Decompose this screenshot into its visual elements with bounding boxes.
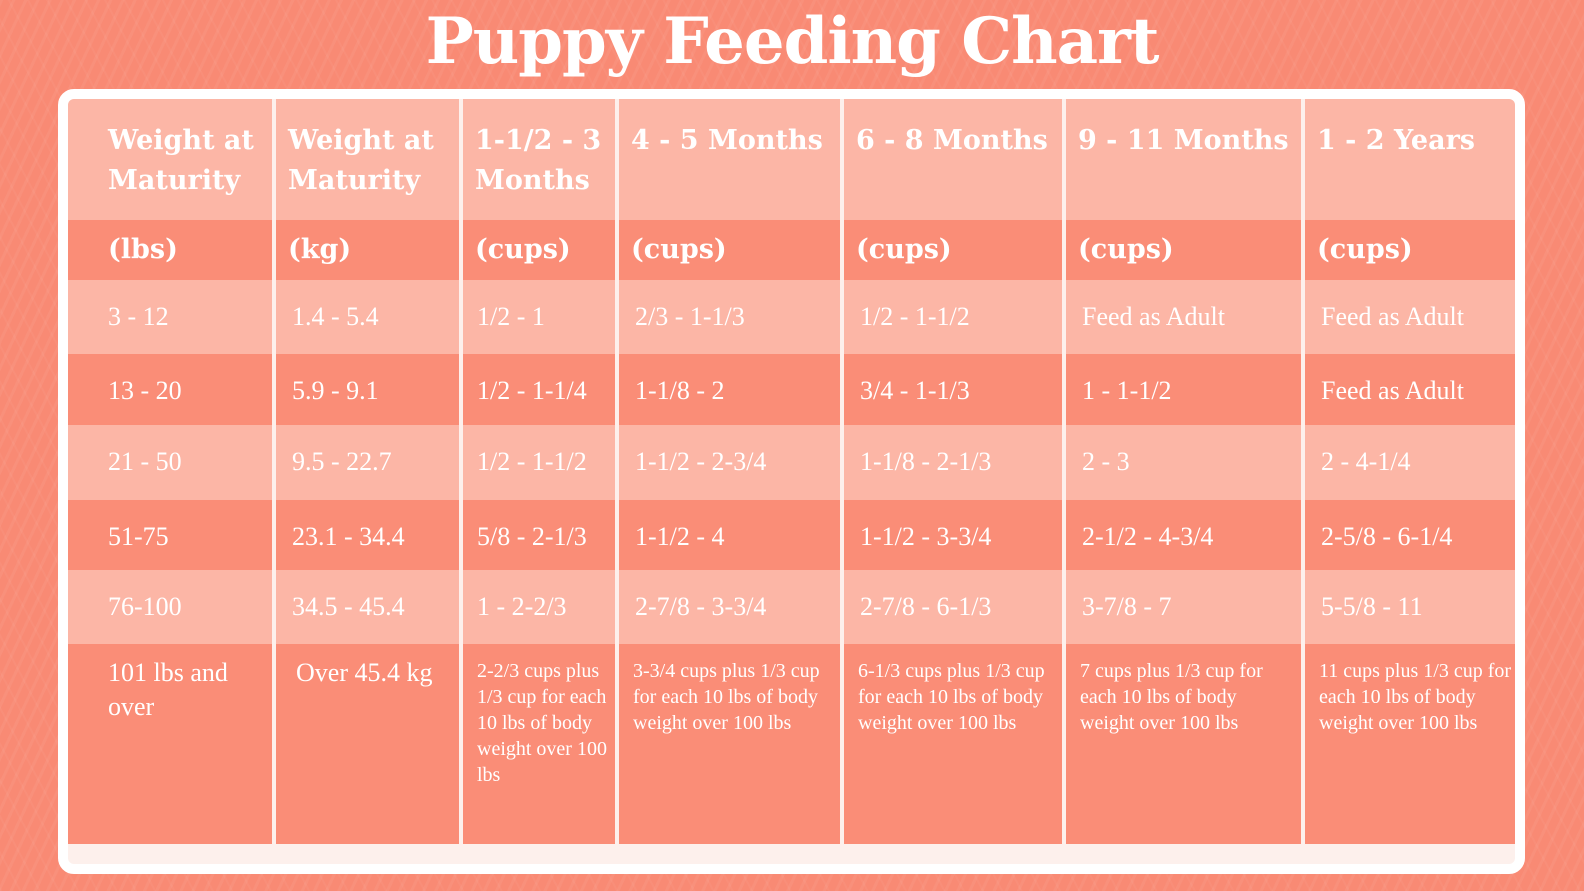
table-cell-r5-c3: 3-3/4 cups plus 1/3 cup for each 10 lbs … xyxy=(619,644,840,844)
table-cell-r0-c2: 1/2 - 1 xyxy=(463,280,615,354)
table-cell-r4-c2: 1 - 2-2/3 xyxy=(463,570,615,644)
table-cell-r4-c0: 76-100 xyxy=(68,570,272,644)
table-cell-r1-c4: 3/4 - 1-1/3 xyxy=(844,354,1062,425)
table-cell-r1-c0: 13 - 20 xyxy=(68,354,272,425)
table-cell-r0-c3: 2/3 - 1-1/3 xyxy=(619,280,840,354)
table-cell-r4-c4: 2-7/8 - 6-1/3 xyxy=(844,570,1062,644)
header-cell-4: 6 - 8 Months xyxy=(844,99,1062,220)
table-cell-r5-c5: 7 cups plus 1/3 cup for each 10 lbs of b… xyxy=(1066,644,1301,844)
table-cell-r4-c5: 3-7/8 - 7 xyxy=(1066,570,1301,644)
header-cell-2: 1-1/2 - 3 Months xyxy=(463,99,615,220)
unit-cell-6: (cups) xyxy=(1305,220,1515,280)
table-cell-r4-c3: 2-7/8 - 3-3/4 xyxy=(619,570,840,644)
unit-cell-1: (kg) xyxy=(276,220,459,280)
table-cell-r4-c6: 5-5/8 - 11 xyxy=(1305,570,1515,644)
table-cell-r2-c4: 1-1/8 - 2-1/3 xyxy=(844,425,1062,500)
table-cell-r3-c3: 1-1/2 - 4 xyxy=(619,500,840,570)
table-cell-r3-c0: 51-75 xyxy=(68,500,272,570)
unit-cell-3: (cups) xyxy=(619,220,840,280)
unit-cell-2: (cups) xyxy=(463,220,615,280)
table-cell-r5-c0: 101 lbs and over xyxy=(68,644,272,844)
table-cell-r2-c3: 1-1/2 - 2-3/4 xyxy=(619,425,840,500)
table-cell-r1-c2: 1/2 - 1-1/4 xyxy=(463,354,615,425)
table-cell-r5-c4: 6-1/3 cups plus 1/3 cup for each 10 lbs … xyxy=(844,644,1062,844)
table-cell-r2-c6: 2 - 4-1/4 xyxy=(1305,425,1515,500)
table-cell-r1-c6: Feed as Adult xyxy=(1305,354,1515,425)
table-cell-r2-c5: 2 - 3 xyxy=(1066,425,1301,500)
unit-cell-4: (cups) xyxy=(844,220,1062,280)
header-cell-5: 9 - 11 Months xyxy=(1066,99,1301,220)
table-cell-r0-c0: 3 - 12 xyxy=(68,280,272,354)
header-cell-6: 1 - 2 Years xyxy=(1305,99,1515,220)
table-cell-r5-c1: Over 45.4 kg xyxy=(276,644,459,844)
table-cell-r0-c4: 1/2 - 1-1/2 xyxy=(844,280,1062,354)
table-cell-r2-c1: 9.5 - 22.7 xyxy=(276,425,459,500)
unit-cell-0: (lbs) xyxy=(68,220,272,280)
feeding-table: Weight at Maturity Weight at Maturity 1-1/… xyxy=(68,99,1515,864)
table-cell-r3-c1: 23.1 - 34.4 xyxy=(276,500,459,570)
table-cell-r1-c1: 5.9 - 9.1 xyxy=(276,354,459,425)
table-cell-r5-c6: 11 cups plus 1/3 cup for each 10 lbs of … xyxy=(1305,644,1515,844)
table-cell-r3-c4: 1-1/2 - 3-3/4 xyxy=(844,500,1062,570)
table-cell-r3-c5: 2-1/2 - 4-3/4 xyxy=(1066,500,1301,570)
page-title: Puppy Feeding Chart xyxy=(425,4,1160,79)
table-cell-r2-c2: 1/2 - 1-1/2 xyxy=(463,425,615,500)
table-cell-r1-c3: 1-1/8 - 2 xyxy=(619,354,840,425)
header-cell-0: Weight at Maturity xyxy=(68,99,272,220)
header-cell-1: Weight at Maturity xyxy=(276,99,459,220)
feeding-table-frame: Weight at Maturity Weight at Maturity 1-1/… xyxy=(58,89,1525,874)
header-cell-3: 4 - 5 Months xyxy=(619,99,840,220)
table-cell-r0-c6: Feed as Adult xyxy=(1305,280,1515,354)
table-cell-r3-c2: 5/8 - 2-1/3 xyxy=(463,500,615,570)
table-cell-r0-c1: 1.4 - 5.4 xyxy=(276,280,459,354)
table-cell-r1-c5: 1 - 1-1/2 xyxy=(1066,354,1301,425)
table-cell-r4-c1: 34.5 - 45.4 xyxy=(276,570,459,644)
table-cell-r5-c2: 2-2/3 cups plus 1/3 cup for each 10 lbs … xyxy=(463,644,615,844)
unit-cell-5: (cups) xyxy=(1066,220,1301,280)
table-cell-r2-c0: 21 - 50 xyxy=(68,425,272,500)
table-cell-r0-c5: Feed as Adult xyxy=(1066,280,1301,354)
table-cell-r3-c6: 2-5/8 - 6-1/4 xyxy=(1305,500,1515,570)
